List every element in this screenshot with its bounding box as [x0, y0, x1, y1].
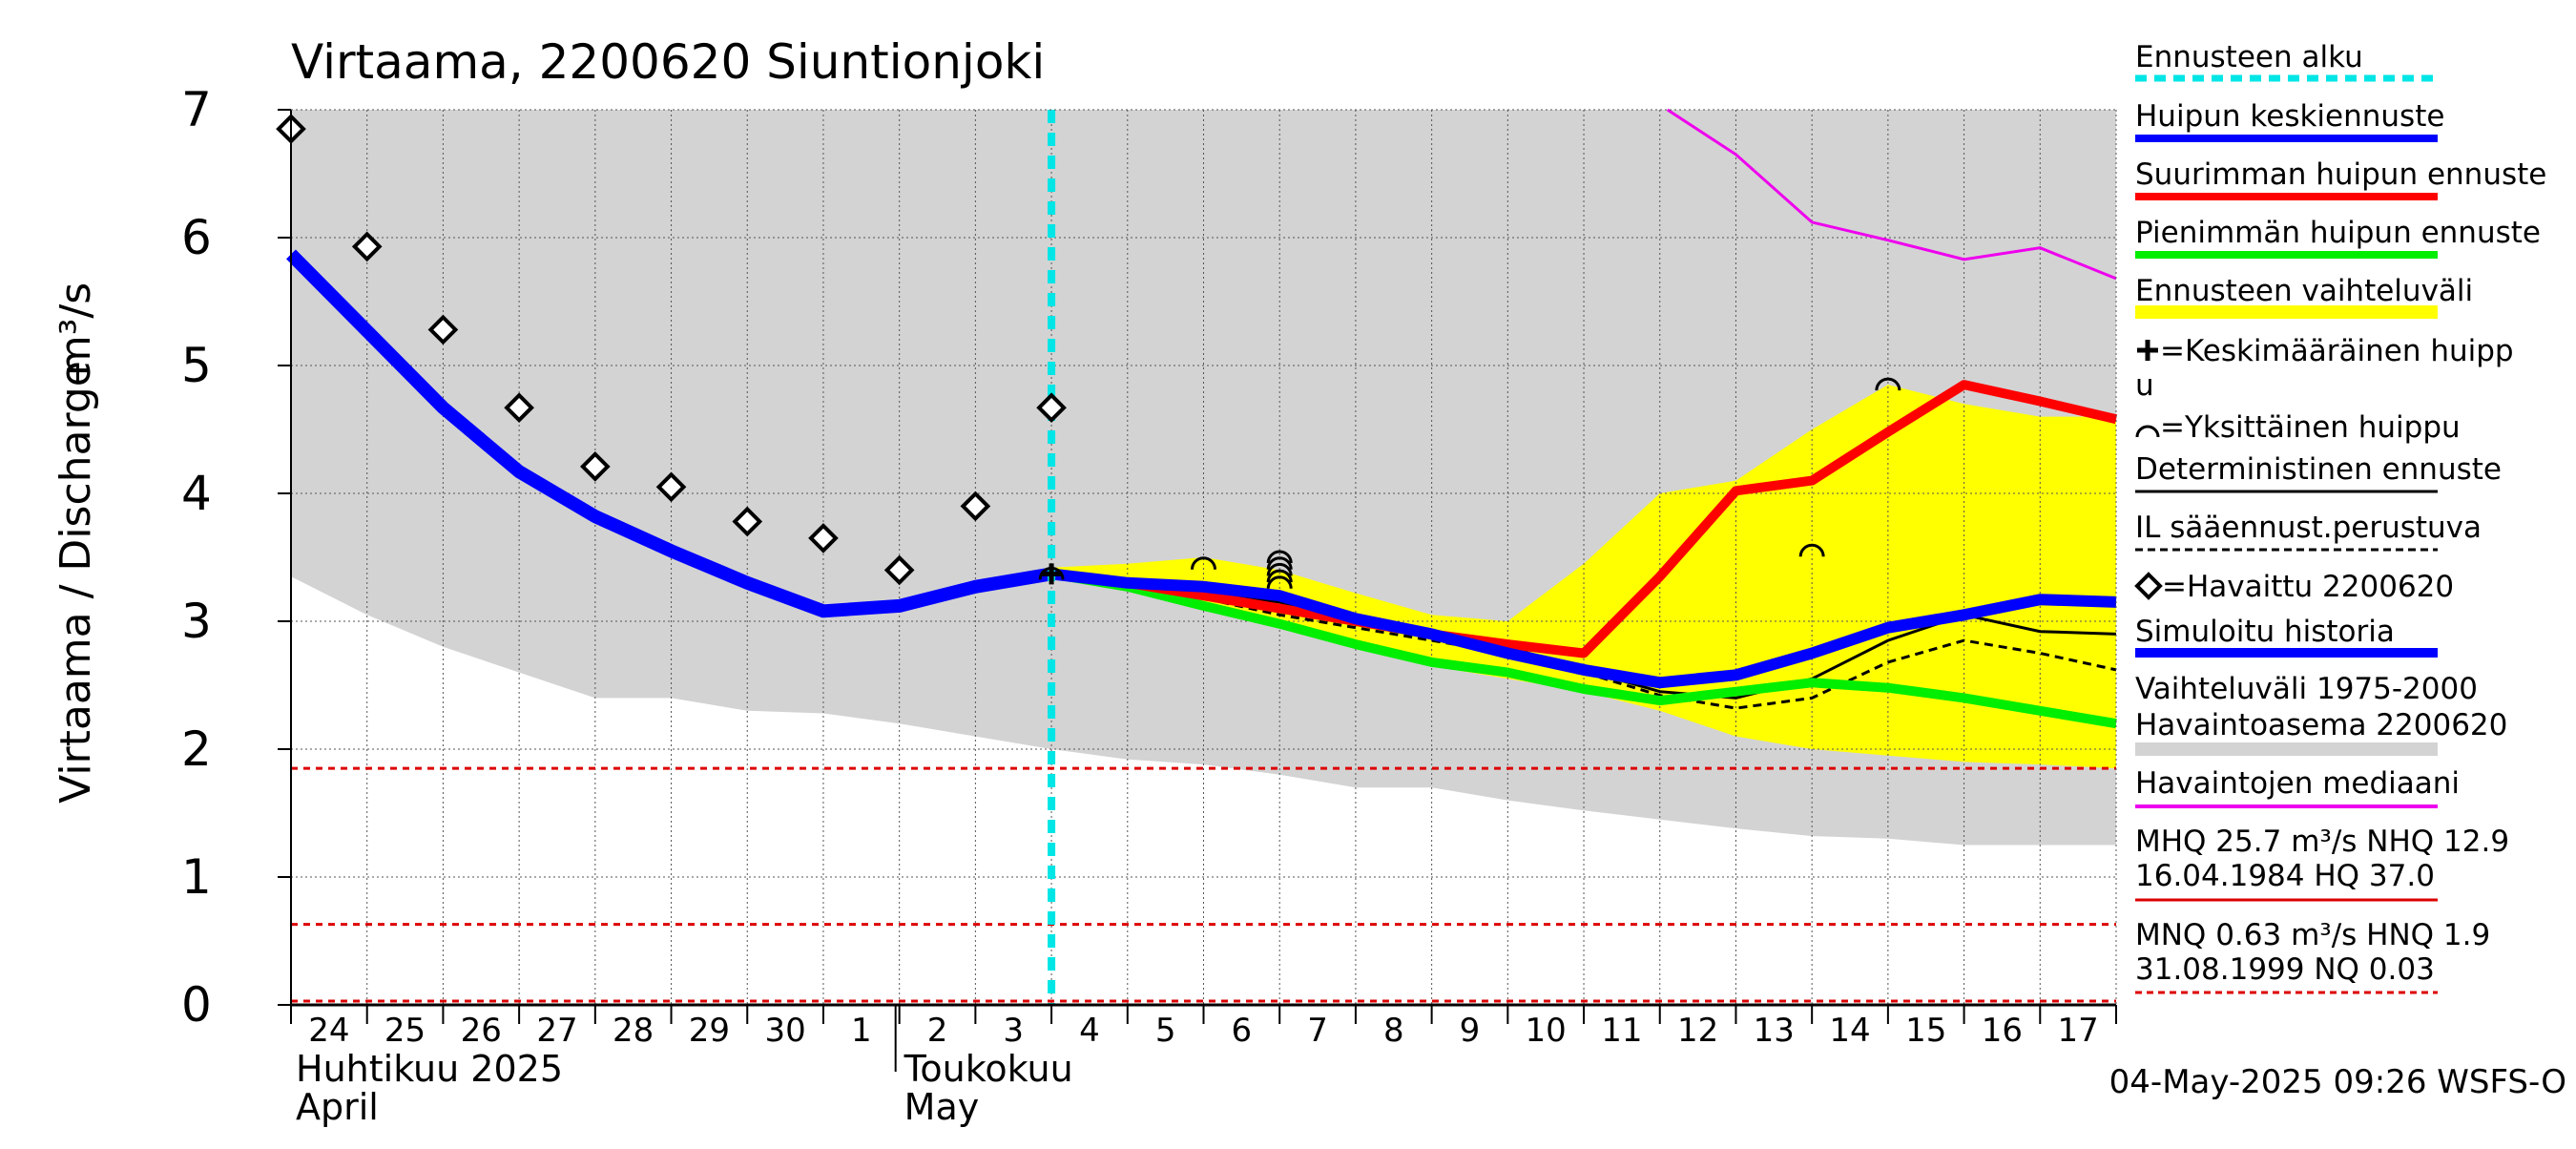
single-peak-marker	[1266, 562, 1293, 576]
x-day-label: 5	[1155, 1012, 1176, 1050]
x-day-label: 17	[2058, 1012, 2099, 1050]
plot-area	[276, 108, 2118, 1006]
x-day-label: 15	[1905, 1012, 1946, 1050]
y-tick-label: 0	[181, 977, 212, 1033]
legend-forecast-range-label: Ennusteen vaihteluväli	[2135, 274, 2473, 308]
chart-title: Virtaama, 2200620 Siuntionjoki	[291, 34, 1045, 90]
legend-forecast-start-label: Ennusteen alku	[2135, 40, 2363, 74]
observed-marker	[655, 471, 687, 503]
legend-observed-label: =Havaittu 2200620	[2162, 570, 2454, 604]
x-day-label: 3	[1003, 1012, 1024, 1050]
x-day-label: 14	[1829, 1012, 1870, 1050]
legend-simulated-label: Simuloitu historia	[2135, 615, 2395, 649]
observed-marker	[960, 491, 991, 522]
legend-single-peak-label: =Yksittäinen huippu	[2160, 410, 2461, 445]
y-tick-label: 7	[181, 82, 212, 137]
legend-range-hist-swatch	[2135, 742, 2438, 756]
x-day-label: 24	[308, 1012, 349, 1050]
x-day-label: 27	[536, 1012, 577, 1050]
x-day-label: 2	[927, 1012, 948, 1050]
x-day-label: 26	[461, 1012, 502, 1050]
single-peak-marker	[1798, 543, 1825, 557]
x-day-label: 12	[1677, 1012, 1718, 1050]
legend-range-hist-label-cont: Havaintoasema 2200620	[2135, 708, 2507, 742]
forecast-range-band	[1051, 385, 2116, 769]
legend-mean-peak-label: Huipun keskiennuste	[2135, 99, 2444, 134]
legend-mhq-label-cont: 16.04.1984 HQ 37.0	[2135, 859, 2435, 893]
x-day-label: 25	[384, 1012, 426, 1050]
observed-marker	[732, 506, 763, 537]
x-day-label: 28	[613, 1012, 654, 1050]
y-tick-label: 3	[181, 594, 212, 649]
observed-marker	[1036, 392, 1067, 424]
month-label-en: April	[296, 1086, 379, 1128]
x-day-label: 30	[764, 1012, 805, 1050]
average-peak-marker	[1041, 563, 1063, 585]
month-label-en: May	[904, 1086, 980, 1128]
observed-marker	[351, 231, 383, 262]
observed-marker	[808, 523, 839, 554]
x-day-label: 6	[1232, 1012, 1253, 1050]
y-tick-label: 1	[181, 849, 212, 905]
x-day-label: 16	[1982, 1012, 2023, 1050]
legend-median-label: Havaintojen mediaani	[2135, 766, 2460, 801]
x-day-label: 8	[1383, 1012, 1404, 1050]
x-day-label: 13	[1754, 1012, 1795, 1050]
legend-forecast-range-swatch	[2135, 305, 2438, 319]
y-tick-label: 2	[181, 721, 212, 777]
month-label-fi: Toukokuu	[904, 1048, 1073, 1090]
x-day-label: 9	[1460, 1012, 1481, 1050]
observed-marker	[883, 554, 915, 586]
single-peak-marker	[1191, 556, 1216, 570]
month-label-fi: Huhtikuu 2025	[296, 1048, 563, 1090]
observed-marker	[427, 314, 459, 345]
timestamp: 04-May-2025 09:26 WSFS-O	[2109, 1063, 2566, 1101]
x-day-label: 1	[851, 1012, 872, 1050]
single-peak-marker	[1875, 377, 1901, 391]
mean-peak-forecast-line	[1050, 568, 2117, 689]
x-day-label: 7	[1307, 1012, 1328, 1050]
x-day-label: 11	[1601, 1012, 1642, 1050]
legend-average-peak-label-cont: u	[2135, 368, 2154, 403]
legend-mnq-label-cont: 31.08.1999 NQ 0.03	[2135, 952, 2435, 987]
legend-range-hist-label: Vaihteluväli 1975-2000	[2135, 672, 2478, 706]
single-peak-marker	[1266, 556, 1293, 570]
x-day-label: 4	[1079, 1012, 1100, 1050]
legend-max-peak-label: Suurimman huipun ennuste	[2135, 157, 2546, 192]
legend-mnq-label: MNQ 0.63 m³/s HNQ 1.9	[2135, 918, 2490, 952]
observed-marker	[504, 392, 534, 424]
simulated-history-line	[286, 249, 1053, 618]
y-tick-label: 6	[181, 210, 212, 265]
legend-min-peak-label: Pienimmän huipun ennuste	[2135, 216, 2541, 250]
min-peak-forecast-line	[1050, 569, 2117, 729]
legend-average-peak-label: =Keskimääräinen huipp	[2160, 334, 2514, 368]
median-line	[1666, 108, 2117, 281]
legend-mhq-label: MHQ 25.7 m³/s NHQ 12.9	[2135, 825, 2509, 859]
observed-marker	[580, 451, 611, 482]
single-peak-marker	[1266, 575, 1293, 589]
y-tick-label: 5	[181, 338, 212, 393]
single-peak-marker	[1266, 550, 1293, 564]
legend-observed-icon	[2134, 572, 2163, 600]
y-tick-label: 4	[181, 466, 212, 521]
legend-il-weather-label: IL sääennust.perustuva	[2135, 511, 2482, 545]
y-axis-label: Virtaama / Discharge	[52, 361, 100, 804]
legend-average-peak-icon	[2137, 340, 2158, 361]
max-peak-forecast-line	[1050, 380, 2118, 658]
y-axis-unit: m³/s	[52, 282, 100, 376]
x-day-label: 29	[689, 1012, 730, 1050]
legend-deterministic-label: Deterministinen ennuste	[2135, 452, 2502, 487]
single-peak-marker	[1266, 569, 1293, 583]
x-day-label: 10	[1526, 1012, 1567, 1050]
legend: Ennusteen alku Huipun keskiennuste Suurimm…	[2134, 40, 2546, 994]
legend-single-peak-icon	[2135, 425, 2160, 438]
